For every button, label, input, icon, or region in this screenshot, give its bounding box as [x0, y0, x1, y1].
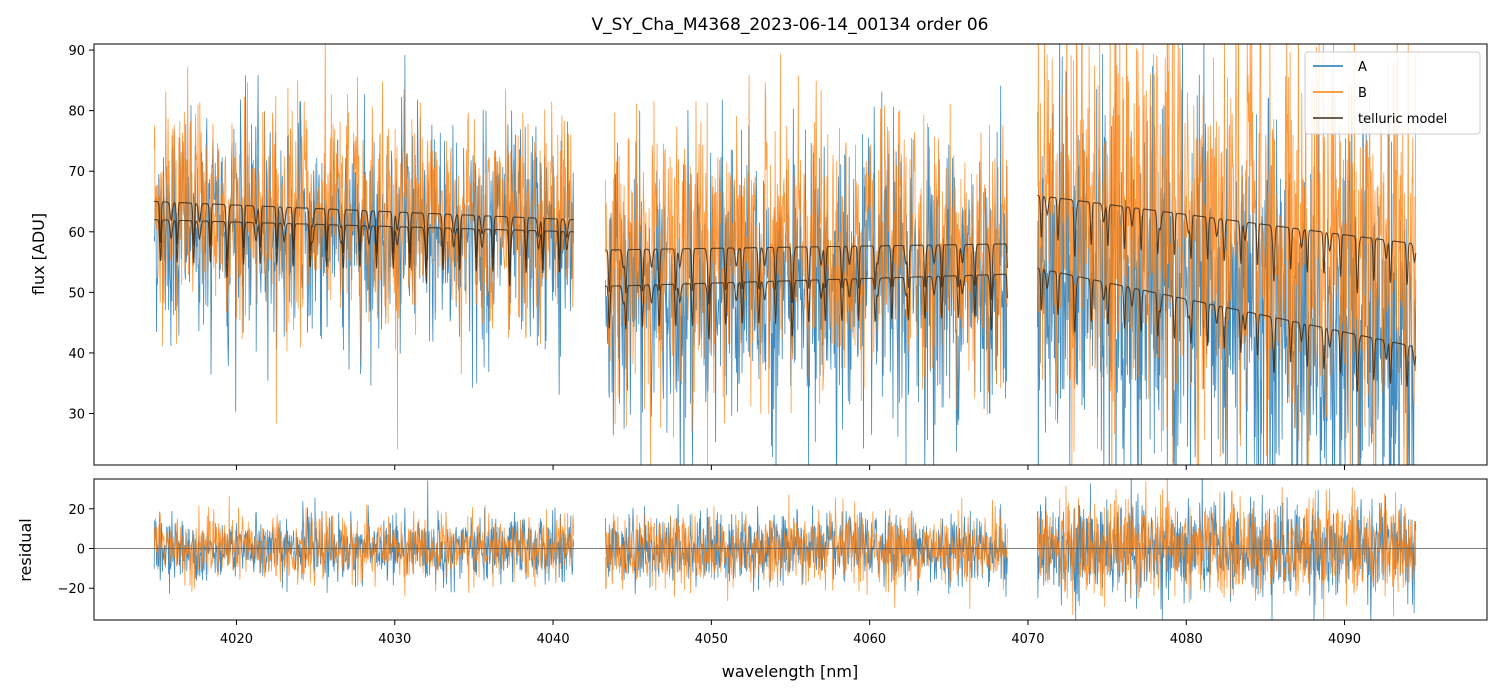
bottom-x-tick-label: 4020 — [220, 632, 253, 647]
bottom-y-tick-label: −20 — [58, 582, 85, 597]
series-b-segment-2 — [604, 53, 1008, 465]
bottom-y-tick-label: 20 — [68, 503, 85, 518]
bottom-y-tick-label: 0 — [77, 543, 85, 558]
top-plot-area — [153, 44, 1417, 465]
top-y-tick-label: 30 — [68, 408, 85, 423]
bottom-x-tick-label: 4030 — [378, 632, 411, 647]
chart-title: V_SY_Cha_M4368_2023-06-14_00134 order 06 — [592, 15, 989, 35]
top-y-axis: 30 40 50 60 70 80 90 — [68, 44, 94, 423]
telluric-model-b-segment-3 — [1037, 194, 1417, 294]
bottom-x-tick-label: 4090 — [1328, 632, 1361, 647]
bottom-x-tick-label: 4080 — [1170, 632, 1203, 647]
top-y-tick-label: 70 — [68, 165, 85, 180]
bottom-plot-area — [94, 479, 1487, 620]
series-b-segment-3 — [1037, 44, 1417, 465]
x-axis-label: wavelength [nm] — [722, 662, 859, 681]
bottom-x-tick-label: 4070 — [1011, 632, 1044, 647]
bottom-x-tick-label: 4060 — [853, 632, 886, 647]
top-frame — [93, 43, 1488, 466]
top-x-axis — [235, 465, 1346, 470]
top-y-tick-label: 60 — [68, 226, 85, 241]
residual-b-segment-3 — [1037, 479, 1417, 619]
residual-b-segment-1 — [153, 495, 574, 597]
legend-label-b: B — [1358, 86, 1367, 101]
legend-label-a: A — [1358, 60, 1367, 75]
bottom-y-axis: −20 0 20 — [58, 503, 94, 597]
legend-box — [1304, 51, 1481, 135]
bottom-x-tick-label: 4050 — [695, 632, 728, 647]
telluric-model-b-segment-1 — [154, 200, 574, 274]
series-b-segment-1 — [153, 44, 574, 450]
residual-b-segment-2 — [604, 494, 1008, 610]
telluric-model-b-segment-2 — [605, 243, 1008, 305]
bottom-x-axis: 4020 4030 4040 4050 4060 4070 4080 4090 — [220, 620, 1361, 647]
top-panel: 30 40 50 60 70 80 90 flux [ADU] A B telluric m… — [29, 43, 1488, 470]
bottom-x-tick-label: 4040 — [537, 632, 570, 647]
legend: A B telluric model — [1304, 51, 1481, 135]
top-y-tick-label: 80 — [68, 105, 85, 120]
top-y-tick-label: 40 — [68, 347, 85, 362]
top-y-tick-label: 50 — [68, 286, 85, 301]
telluric-model-a-segment-3 — [1037, 267, 1417, 392]
top-y-axis-label: flux [ADU] — [29, 213, 48, 295]
bottom-y-axis-label: residual — [16, 518, 35, 581]
telluric-model-a-segment-1 — [154, 219, 574, 287]
telluric-model-a-segment-2 — [605, 273, 1008, 340]
legend-label-telluric: telluric model — [1358, 112, 1447, 127]
top-y-tick-label: 90 — [68, 44, 85, 59]
bottom-frame — [93, 478, 1488, 621]
